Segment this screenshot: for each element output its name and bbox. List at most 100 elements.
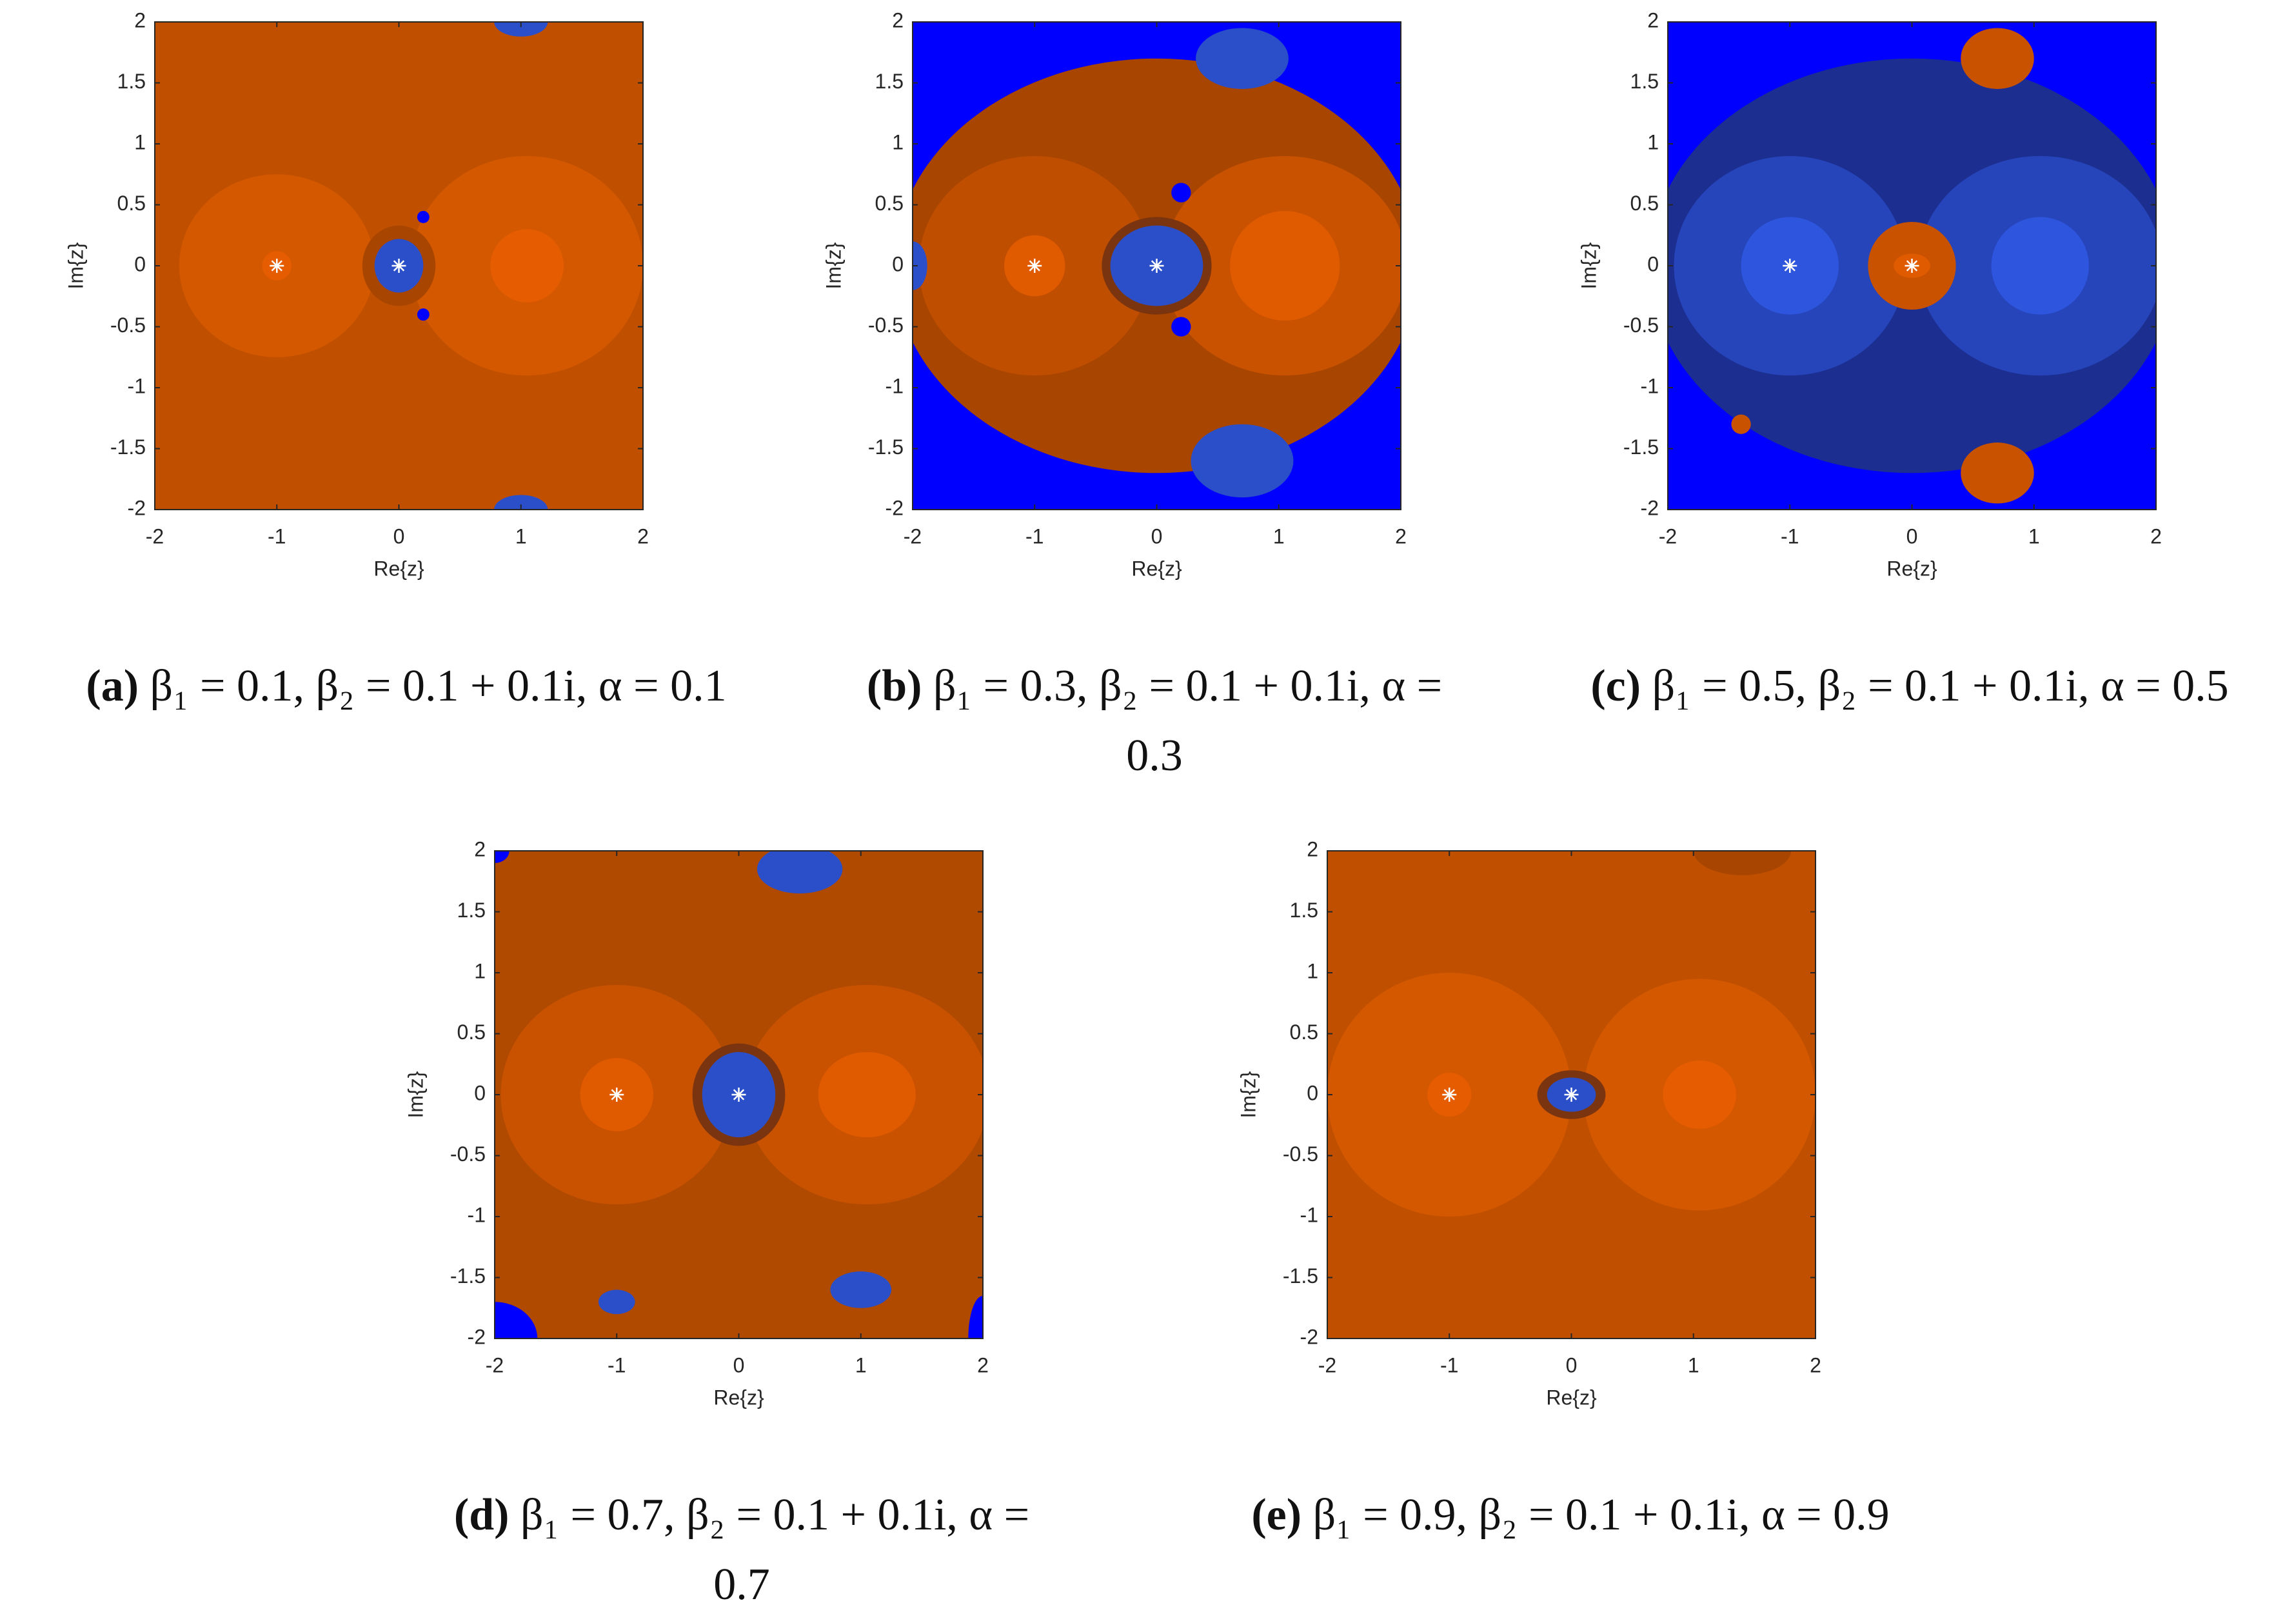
basin-region <box>495 1302 538 1338</box>
basin-region <box>1991 217 2089 315</box>
subplot: -2 -1 0 1 2 -2 -1.5 -1 -0.5 0 0.5 1 1.5 2 Re{z} Im{z} <box>822 8 1407 580</box>
y-tick-label: -1.5 <box>110 435 146 459</box>
y-tick-label: -0.5 <box>1283 1142 1318 1166</box>
y-axis-label: Im{z} <box>64 242 87 289</box>
y-tick-label: -2 <box>128 496 146 519</box>
basin-region <box>1171 183 1191 203</box>
y-tick-label: 0.5 <box>875 192 904 215</box>
y-tick-label: 2 <box>474 837 486 861</box>
x-tick-label: 2 <box>977 1353 989 1377</box>
x-tick-label: -2 <box>904 524 922 548</box>
y-tick-label: -1 <box>468 1203 486 1226</box>
y-tick-label: -1 <box>1300 1203 1318 1226</box>
root-marker <box>1027 259 1042 273</box>
root-marker <box>1783 259 1797 273</box>
y-tick-label: 1.5 <box>457 899 486 922</box>
y-tick-label: -1 <box>128 374 146 397</box>
root-marker <box>270 259 284 273</box>
caption: (b) β₁ = 0.3, β₂ = 0.1 + 0.1i, α = 0.3 <box>845 652 1464 791</box>
basin-region <box>818 1051 916 1138</box>
y-tick-label: -2 <box>886 496 904 519</box>
basin-region <box>913 241 927 290</box>
caption: (d) β₁ = 0.7, β₂ = 0.1 + 0.1i, α = 0.7 <box>426 1480 1058 1612</box>
x-tick-label: 2 <box>1395 524 1407 548</box>
basin-region <box>494 22 548 37</box>
basin-region <box>494 495 548 510</box>
basin-image <box>155 22 643 510</box>
y-tick-label: 0 <box>134 252 146 275</box>
y-tick-label: -2 <box>1641 496 1659 519</box>
y-tick-label: 0 <box>892 252 904 275</box>
root-marker <box>1442 1088 1457 1102</box>
basin-region <box>1961 443 2034 504</box>
x-tick-label: -1 <box>1781 524 1799 548</box>
y-tick-label: -0.5 <box>1623 313 1659 337</box>
y-tick-label: 1 <box>1307 959 1318 982</box>
y-tick-label: 1 <box>474 959 486 982</box>
x-tick-label: -1 <box>1440 1353 1458 1377</box>
x-tick-label: -1 <box>608 1353 626 1377</box>
subplot: -2 -1 0 1 2 -2 -1.5 -1 -0.5 0 0.5 1 1.5 2 Re{z} Im{z} <box>1236 837 1821 1409</box>
y-tick-label: 0 <box>1647 252 1659 275</box>
x-tick-label: 1 <box>2028 524 2040 548</box>
x-tick-label: 0 <box>1566 1353 1578 1377</box>
y-tick-label: 0.5 <box>457 1020 486 1044</box>
y-tick-label: 0.5 <box>1290 1020 1318 1044</box>
y-tick-label: -1.5 <box>1283 1264 1318 1288</box>
y-tick-label: 1.5 <box>117 70 146 93</box>
x-tick-label: -1 <box>1025 524 1044 548</box>
basin-region <box>495 851 510 863</box>
caption-label: (a) <box>86 661 139 711</box>
x-axis-label: Re{z} <box>373 557 424 580</box>
basin-region <box>598 1289 635 1315</box>
caption-label: (c) <box>1590 661 1641 711</box>
root-marker <box>731 1088 746 1102</box>
basin-region <box>830 1271 892 1308</box>
y-tick-label: -2 <box>1300 1325 1318 1348</box>
x-tick-label: -2 <box>1659 524 1677 548</box>
x-axis-label: Re{z} <box>1131 557 1182 580</box>
y-axis-label: Im{z} <box>1577 242 1600 289</box>
y-tick-label: 2 <box>134 8 146 32</box>
caption-label: (b) <box>866 661 922 711</box>
y-axis-label: Im{z} <box>1236 1071 1260 1118</box>
basin-region <box>757 851 843 894</box>
x-tick-label: 0 <box>393 524 405 548</box>
basin-region <box>1693 851 1792 875</box>
basin-region <box>1196 28 1289 89</box>
root-marker <box>1564 1088 1579 1102</box>
root-marker <box>391 259 406 273</box>
y-tick-label: -2 <box>468 1325 486 1348</box>
x-tick-label: 0 <box>733 1353 745 1377</box>
x-axis-label: Re{z} <box>1886 557 1937 580</box>
x-tick-label: 2 <box>637 524 649 548</box>
basin-region <box>1961 28 2034 89</box>
y-tick-label: 0 <box>1307 1081 1318 1104</box>
y-tick-label: 2 <box>892 8 904 32</box>
caption-label: (e) <box>1251 1490 1302 1540</box>
subplot: -2 -1 0 1 2 -2 -1.5 -1 -0.5 0 0.5 1 1.5 2 Re{z} Im{z} <box>1577 8 2161 580</box>
y-tick-label: 1.5 <box>1290 899 1318 922</box>
caption-text: β₁ = 0.3, β₂ = 0.1 + 0.1i, α = 0.3 <box>933 661 1443 781</box>
basin-region <box>1171 317 1191 337</box>
basin-region <box>1731 414 1751 434</box>
x-tick-label: -2 <box>1318 1353 1336 1377</box>
y-tick-label: 1.5 <box>875 70 904 93</box>
y-tick-label: 1 <box>892 130 904 154</box>
y-tick-label: -1.5 <box>868 435 904 459</box>
basin-region <box>417 308 430 321</box>
basin-region <box>1230 210 1340 321</box>
root-marker <box>609 1088 624 1102</box>
x-tick-label: 1 <box>1273 524 1285 548</box>
x-tick-label: 1 <box>855 1353 867 1377</box>
x-tick-label: -2 <box>146 524 164 548</box>
y-tick-label: -0.5 <box>450 1142 486 1166</box>
root-marker <box>1905 259 1919 273</box>
caption-text: β₁ = 0.1, β₂ = 0.1 + 0.1i, α = 0.1 <box>150 661 727 711</box>
x-tick-label: -1 <box>268 524 286 548</box>
y-axis-label: Im{z} <box>822 242 845 289</box>
y-tick-label: -1 <box>1641 374 1659 397</box>
caption-text: β₁ = 0.7, β₂ = 0.1 + 0.1i, α = 0.7 <box>520 1490 1030 1609</box>
x-axis-label: Re{z} <box>1546 1386 1597 1409</box>
